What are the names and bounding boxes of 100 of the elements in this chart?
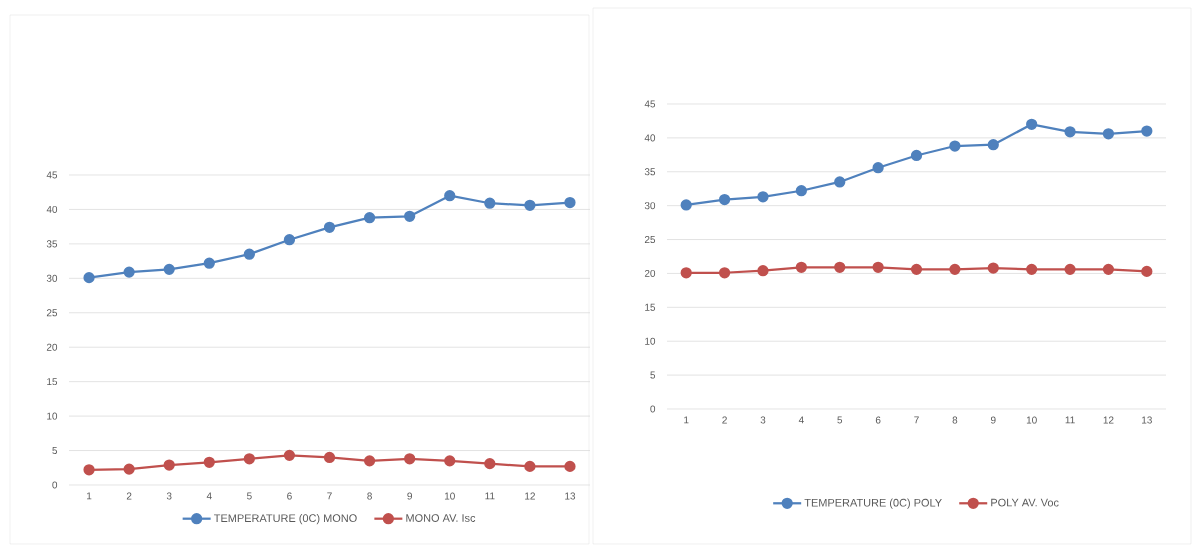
point <box>363 212 376 224</box>
x-tick-label: 12 <box>525 492 535 500</box>
point <box>910 263 923 275</box>
point <box>987 139 999 151</box>
point <box>283 234 296 246</box>
point <box>203 456 215 468</box>
x-tick-label: 6 <box>287 492 292 500</box>
point <box>795 261 807 273</box>
x-tick-label: 2 <box>722 416 727 424</box>
point <box>949 140 961 152</box>
point <box>283 449 296 461</box>
x-tick-label: 12 <box>1103 416 1114 424</box>
y-tick-label: 35 <box>46 240 58 248</box>
y-tick-label: 45 <box>46 171 58 179</box>
point <box>323 221 336 233</box>
legend-label: MONO AV. Isc <box>406 514 476 522</box>
point <box>1102 128 1115 140</box>
y-tick-label: 10 <box>645 337 656 345</box>
x-tick-label: 10 <box>1026 416 1037 424</box>
point <box>1141 265 1153 278</box>
x-tick-label: 10 <box>444 492 455 500</box>
y-tick-label: 45 <box>644 100 656 108</box>
y-tick-label: 20 <box>46 343 58 351</box>
point <box>404 453 416 465</box>
x-tick-label: 3 <box>166 492 172 500</box>
y-tick-label: 35 <box>644 168 656 176</box>
point <box>484 197 496 209</box>
point <box>484 458 496 470</box>
x-tick-label: 4 <box>798 416 804 424</box>
x-tick-label: 7 <box>327 492 332 500</box>
x-tick-label: 4 <box>206 492 212 500</box>
x-tick-label: 2 <box>126 492 132 500</box>
point <box>757 191 769 203</box>
point <box>680 199 692 211</box>
point <box>1026 118 1038 130</box>
point <box>243 453 255 465</box>
y-tick-label: 25 <box>644 236 656 244</box>
point <box>243 248 255 260</box>
point <box>163 263 175 275</box>
x-tick-label: 8 <box>952 416 958 424</box>
point <box>718 267 731 279</box>
x-tick-label: 13 <box>565 492 576 500</box>
point <box>872 162 884 174</box>
y-tick-label: 20 <box>644 269 656 277</box>
point <box>1026 263 1038 275</box>
point <box>323 451 336 464</box>
x-tick-label: 8 <box>367 492 372 500</box>
point <box>524 199 536 211</box>
x-tick-label: 3 <box>760 416 766 424</box>
x-tick-label: 1 <box>684 416 689 424</box>
point <box>795 185 807 197</box>
legend-label: TEMPERATURE (0C) POLY <box>804 498 942 509</box>
y-tick-label: 15 <box>645 303 656 311</box>
point <box>123 463 135 475</box>
y-tick-label: 30 <box>644 202 656 210</box>
x-tick-label: 9 <box>990 416 996 424</box>
y-tick-label: 30 <box>46 274 58 282</box>
point <box>123 266 135 278</box>
point <box>83 272 95 284</box>
point <box>834 176 846 188</box>
y-tick-label: 0 <box>52 481 58 489</box>
x-tick-label: 9 <box>407 492 412 500</box>
y-tick-label: 5 <box>52 447 58 455</box>
x-tick-label: 5 <box>246 492 252 500</box>
point <box>949 263 961 275</box>
point <box>1141 125 1153 137</box>
point <box>757 265 769 277</box>
point <box>718 193 731 206</box>
point <box>1064 263 1076 275</box>
x-tick-label: 7 <box>914 416 919 424</box>
point <box>987 262 999 274</box>
point <box>834 261 846 273</box>
x-tick-label: 6 <box>875 416 881 424</box>
point <box>680 267 692 279</box>
x-tick-label: 11 <box>485 492 495 500</box>
point <box>404 210 416 222</box>
point <box>444 190 456 202</box>
legend-label: POLY AV. Voc <box>991 498 1059 507</box>
x-tick-label: 5 <box>837 416 843 424</box>
point <box>910 149 923 162</box>
point <box>1102 263 1115 275</box>
y-tick-label: 5 <box>650 371 656 379</box>
y-tick-label: 40 <box>644 134 656 142</box>
point <box>1064 126 1076 138</box>
y-tick-label: 15 <box>47 378 58 386</box>
legend-label: TEMPERATURE (0C) MONO <box>214 513 357 525</box>
point <box>163 459 175 471</box>
y-tick-label: 25 <box>46 309 58 317</box>
point <box>872 261 884 273</box>
point <box>564 196 576 209</box>
x-tick-label: 11 <box>1065 416 1075 424</box>
point <box>83 464 95 476</box>
x-tick-label: 1 <box>87 492 92 500</box>
point <box>564 460 576 473</box>
y-tick-label: 0 <box>650 405 656 413</box>
point <box>524 460 536 473</box>
point <box>363 455 376 467</box>
point <box>444 455 456 467</box>
x-tick-label: 13 <box>1142 416 1152 424</box>
y-tick-label: 40 <box>46 205 58 213</box>
